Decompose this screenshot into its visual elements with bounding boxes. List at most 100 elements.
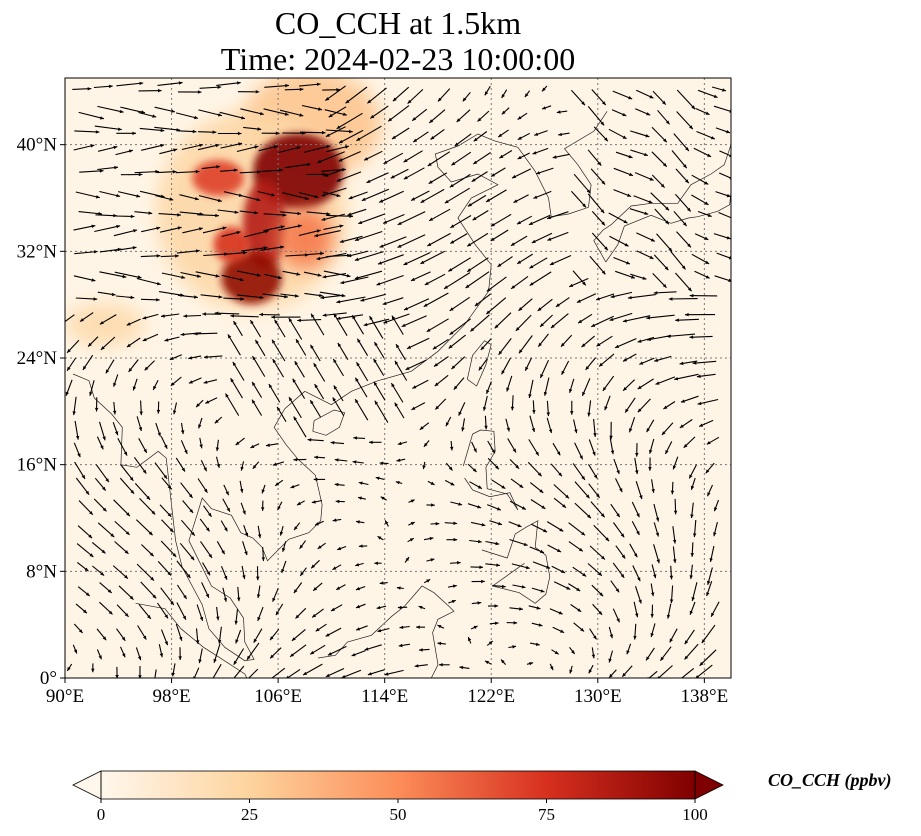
wind-vector	[403, 252, 431, 266]
wind-vector-head	[180, 332, 185, 337]
wind-vector-head	[609, 673, 613, 678]
wind-vector-head	[396, 344, 400, 349]
wind-vector-head	[257, 170, 261, 174]
wind-vector	[336, 112, 363, 130]
wind-vector-head	[199, 444, 203, 449]
wind-vector-head	[591, 654, 596, 659]
wind-vector	[339, 235, 363, 243]
wind-vector-head	[707, 580, 711, 585]
wind-vector-head	[714, 507, 718, 512]
wind-vector-head	[680, 399, 685, 403]
wind-vector	[354, 398, 369, 421]
wind-vector-head	[701, 639, 706, 643]
wind-vector-head	[673, 559, 677, 563]
wind-vector-head	[244, 532, 249, 537]
wind-vector-head	[142, 337, 147, 342]
wind-vector-head	[244, 551, 248, 556]
wind-vector-head	[237, 81, 241, 85]
wind-vector-head	[259, 111, 264, 116]
wind-vector-head	[277, 506, 281, 511]
wind-vector-head	[204, 355, 208, 359]
wind-vector-head	[398, 643, 403, 648]
wind-vector-head	[373, 358, 377, 363]
wind-vector-head	[665, 220, 669, 225]
wind-vector-head	[435, 405, 440, 410]
wind-vector-head	[465, 284, 470, 288]
wind-vector-head	[105, 369, 110, 374]
wind-vector-head	[477, 117, 482, 122]
wind-vector-head	[336, 178, 341, 182]
wind-vector	[325, 129, 353, 133]
wind-vector	[227, 334, 241, 356]
wind-vector-head	[405, 366, 410, 370]
wind-vector-head	[473, 160, 478, 165]
colorbar-tick-label: 50	[389, 805, 407, 824]
wind-vector-head	[430, 136, 435, 140]
wind-vector	[444, 187, 470, 204]
wind-vector-head	[519, 607, 523, 611]
wind-vector-head	[412, 117, 417, 121]
wind-vector-head	[693, 533, 697, 538]
wind-vector-head	[88, 534, 93, 539]
wind-vector-head	[240, 488, 244, 493]
wind-vector-head	[159, 653, 164, 658]
wind-vector-head	[655, 517, 660, 522]
wind-vector	[627, 294, 656, 299]
wind-vector-head	[343, 112, 347, 116]
wind-vector-head	[271, 193, 275, 197]
wind-vector-head	[235, 639, 239, 644]
wind-vector-head	[546, 565, 551, 569]
wind-vector	[203, 253, 229, 257]
wind-vector-head	[683, 164, 687, 169]
wind-vector-head	[685, 179, 689, 184]
wind-vector-head	[670, 490, 675, 495]
wind-vector-head	[665, 206, 669, 211]
wind-vector	[401, 315, 427, 328]
plume-blob	[213, 226, 250, 263]
wind-vector-head	[486, 198, 491, 202]
wind-vector-head	[181, 275, 186, 279]
wind-vector	[74, 130, 100, 133]
wind-vector-head	[532, 410, 536, 414]
wind-vector-head	[91, 224, 96, 228]
wind-vector-head	[255, 339, 259, 344]
wind-vector-head	[317, 159, 322, 163]
wind-vector-head	[650, 633, 654, 637]
wind-vector-head	[407, 99, 412, 104]
map-panel	[64, 77, 732, 679]
wind-vector-head	[542, 87, 546, 92]
wind-vector-head	[147, 615, 151, 619]
wind-vector-head	[478, 366, 483, 371]
wind-vector	[699, 649, 717, 667]
wind-vector-head	[254, 211, 259, 215]
wind-vector-head	[705, 111, 710, 115]
colorbar-tick-label: 0	[96, 805, 106, 824]
wind-vector-head	[610, 450, 615, 455]
wind-vector-head	[396, 586, 401, 590]
wind-vector-head	[628, 154, 633, 159]
wind-vector-head	[609, 634, 614, 639]
wind-vector-head	[290, 485, 295, 489]
wind-vector-head	[239, 277, 244, 282]
wind-vector	[220, 142, 243, 149]
wind-vector-head	[336, 300, 341, 304]
wind-vector-head	[404, 307, 408, 311]
wind-vector-head	[470, 327, 475, 332]
wind-vector-head	[405, 557, 409, 561]
wind-vector-head	[581, 476, 585, 480]
wind-vector-head	[331, 607, 335, 611]
wind-vector	[179, 211, 204, 215]
wind-vector-head	[707, 153, 712, 157]
wind-vector-head	[205, 400, 210, 404]
wind-vector-head	[637, 339, 642, 343]
wind-vector-head	[338, 139, 343, 144]
wind-vector-head	[289, 397, 293, 402]
wind-vector-head	[395, 481, 400, 485]
wind-vector-head	[423, 442, 428, 447]
wind-vector-head	[114, 165, 118, 170]
wind-vector-head	[250, 444, 255, 448]
wind-vector-head	[155, 169, 159, 174]
wind-vector-head	[706, 592, 710, 597]
wind-vector-head	[728, 256, 731, 260]
wind-vector-head	[467, 203, 472, 207]
